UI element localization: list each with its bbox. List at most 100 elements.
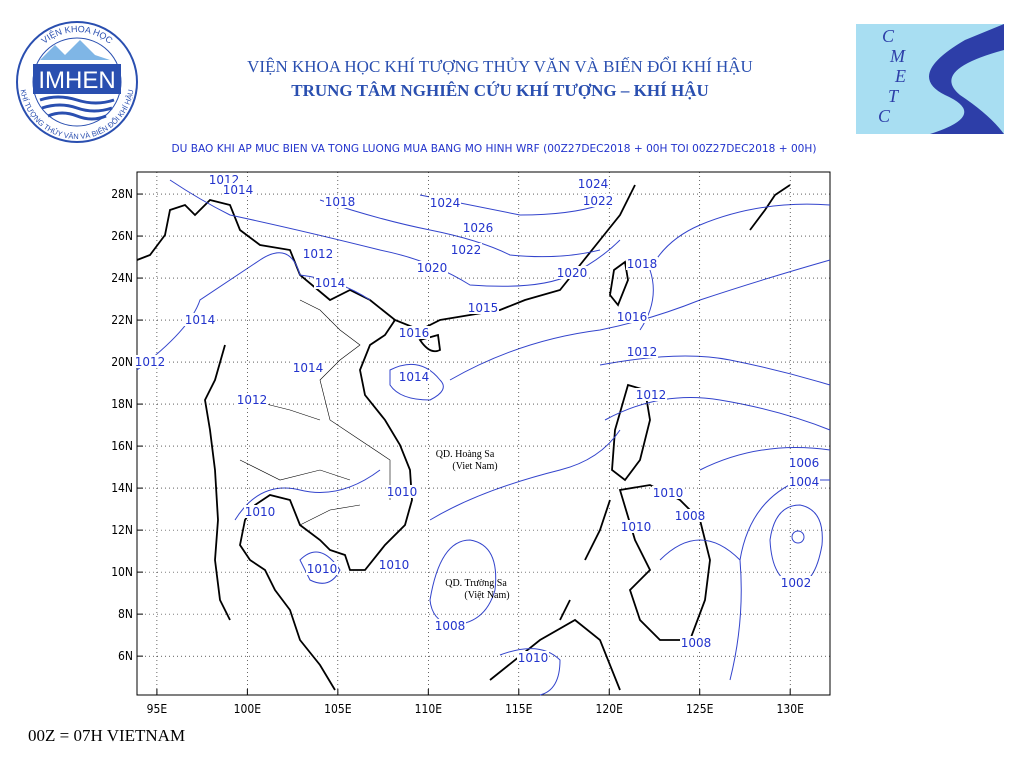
lat-tick-label: 12N	[111, 523, 133, 537]
contour-label-bg	[184, 313, 216, 326]
contour-label-bg	[462, 221, 494, 234]
contour-label: 1010	[245, 505, 276, 519]
contour-label: 1008	[435, 619, 466, 633]
contour-label-bg	[324, 195, 356, 208]
contour-label: 1010	[379, 558, 410, 572]
contour-label: 1022	[451, 243, 482, 257]
logo-letter: C	[878, 106, 891, 126]
contour-label: 1008	[675, 509, 706, 523]
center-title: TRUNG TÂM NGHIÊN CỨU KHÍ TƯỢNG – KHÍ HẬU	[291, 81, 708, 100]
contour-label: 1008	[681, 636, 712, 650]
contour-label: 1014	[223, 183, 254, 197]
contour-label: 1020	[557, 266, 588, 280]
lon-tick-label: 95E	[147, 702, 168, 716]
map-title: DU BAO KHI AP MUC BIEN VA TONG LUONG MUA…	[172, 142, 817, 155]
contour-label-bg	[222, 183, 254, 196]
contour-label: 1024	[578, 177, 609, 191]
contour-label-bg	[434, 619, 466, 632]
contour-label-bg	[450, 243, 482, 256]
lat-tick-label: 20N	[111, 355, 133, 369]
contour-label-bg	[680, 636, 712, 649]
contour-label-bg	[788, 475, 820, 488]
contour-label: 1014	[399, 370, 430, 384]
place-label: QD. Trường Sa	[445, 578, 507, 589]
lon-tick-label: 130E	[776, 702, 804, 716]
contour-label: 1016	[617, 310, 648, 324]
map-frame	[136, 171, 831, 696]
lat-tick-label: 16N	[111, 439, 133, 453]
contour-label: 1014	[315, 276, 346, 290]
contour-label: 1014	[293, 361, 324, 375]
contour-label-bg	[236, 393, 268, 406]
contour-label-bg	[620, 520, 652, 533]
contour-label-bg	[467, 301, 499, 314]
contour-label: 1014	[185, 313, 216, 327]
contour-label: 1010	[387, 485, 418, 499]
contour-label-bg	[292, 361, 324, 374]
logo-letter: E	[894, 66, 906, 86]
lat-tick-label: 8N	[118, 607, 133, 621]
contour-label: 1018	[325, 195, 356, 209]
contour-label-bg	[429, 196, 461, 209]
logo-name: IMHEN	[38, 67, 115, 94]
contour-label: 1012	[627, 345, 658, 359]
contour-label-bg	[652, 486, 684, 499]
contour-label-bg	[517, 651, 549, 664]
logo-letter: T	[888, 86, 900, 106]
lon-tick-label: 100E	[234, 702, 262, 716]
institute-title: VIỆN KHOA HỌC KHÍ TƯỢNG THỦY VĂN VÀ BIẾN…	[247, 56, 753, 76]
logo-letter: C	[882, 26, 895, 46]
contour-label: 1015	[468, 301, 499, 315]
contour-label: 1016	[399, 326, 430, 340]
contour-label-bg	[616, 310, 648, 323]
contour-label: 1006	[789, 456, 820, 470]
contour-label-bg	[306, 562, 338, 575]
lat-tick-label: 10N	[111, 565, 133, 579]
contour-label-bg	[398, 370, 430, 383]
contour-label: 1012	[303, 247, 334, 261]
lat-tick-label: 18N	[111, 397, 133, 411]
lat-tick-label: 14N	[111, 481, 133, 495]
lat-tick-label: 26N	[111, 229, 133, 243]
place-label: (Viet Nam)	[452, 461, 497, 472]
contour-label-bg	[302, 247, 334, 260]
place-label: (Việt Nam)	[464, 590, 509, 601]
contour-label: 1004	[789, 475, 820, 489]
lon-tick-label: 110E	[415, 702, 443, 716]
contour-label-bg	[244, 505, 276, 518]
contour-label-bg	[674, 509, 706, 522]
lon-tick-label: 105E	[324, 702, 352, 716]
contour-label: 1010	[653, 486, 684, 500]
contour-label-bg	[635, 388, 667, 401]
imhen-logo: IMHEN VIỆN KHOA HỌC KHÍ TƯỢNG THỦY VĂN V…	[16, 21, 138, 143]
contour-label: 1012	[636, 388, 667, 402]
contour-label: 1012	[135, 355, 166, 369]
lat-tick-label: 6N	[118, 649, 133, 663]
lat-tick-label: 24N	[111, 271, 133, 285]
contour-label: 1020	[417, 261, 448, 275]
place-label: QD. Hoàng Sa	[436, 449, 495, 460]
lon-tick-label: 115E	[505, 702, 533, 716]
contour-label-bg	[626, 345, 658, 358]
contour-label-bg	[386, 485, 418, 498]
lon-tick-label: 125E	[686, 702, 714, 716]
contour-label-bg	[378, 558, 410, 571]
contour-label-bg	[314, 276, 346, 289]
contour-label: 1002	[781, 576, 812, 590]
contour-label: 1010	[307, 562, 338, 576]
logo-letter: M	[889, 46, 906, 66]
contour-label-bg	[788, 456, 820, 469]
contour-label: 1024	[430, 196, 461, 210]
map: 95E 100E 105E 110E 115E 120E 125E 130E 6N 8N 10N 12…	[111, 171, 831, 716]
contour-label: 1022	[583, 194, 614, 208]
contour-label: 1012	[237, 393, 268, 407]
contour-label-bg	[577, 177, 609, 190]
contour-label: 1010	[621, 520, 652, 534]
footer-note: 00Z = 07H VIETNAM	[28, 726, 185, 745]
contour-label-bg	[582, 194, 614, 207]
contour-label-bg	[626, 257, 658, 270]
contour-label: 1010	[518, 651, 549, 665]
lon-tick-label: 120E	[596, 702, 624, 716]
